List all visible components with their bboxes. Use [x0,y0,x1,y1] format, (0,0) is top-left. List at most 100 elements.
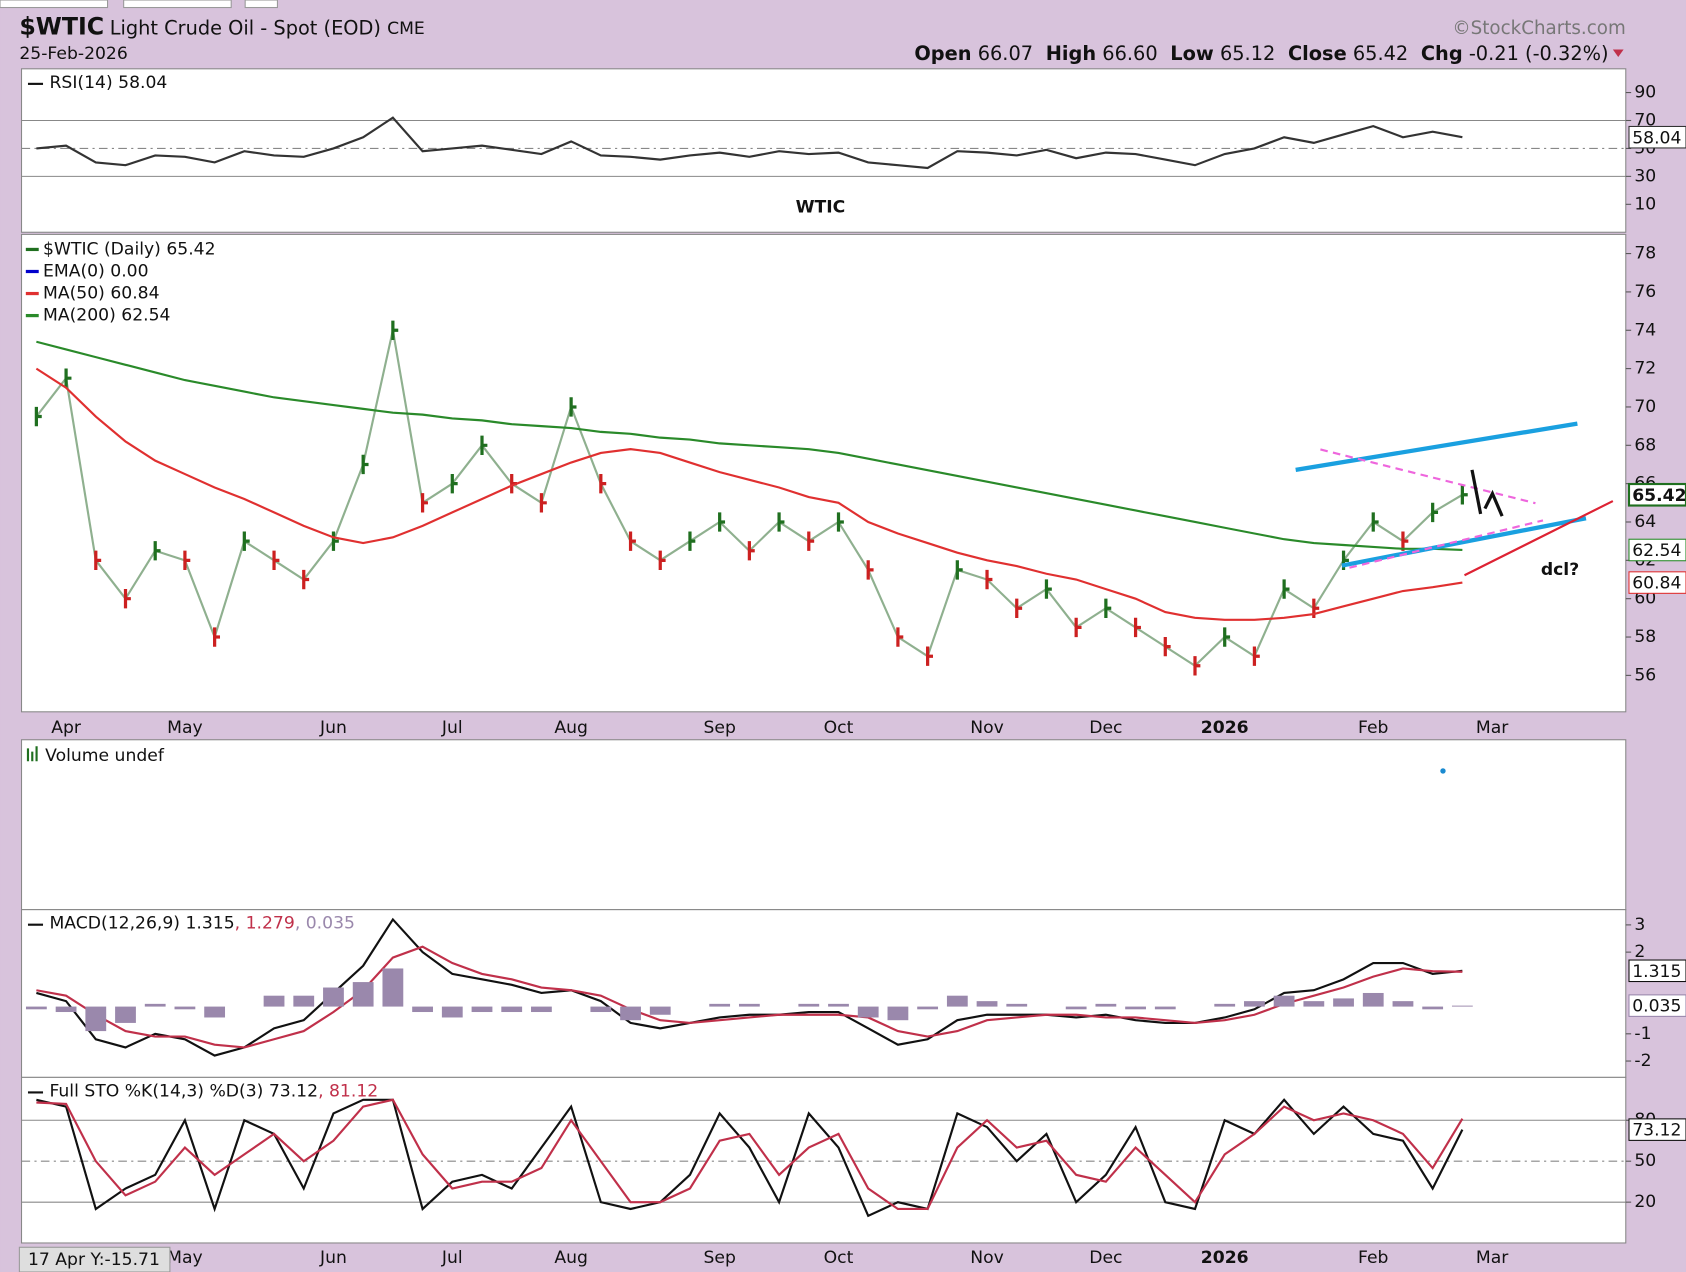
histogram-bar [738,1003,760,1007]
price-bar [539,493,547,513]
trend-line [1349,519,1544,569]
x-tick-label: Sep [703,718,735,738]
x-tick-label: Oct [824,718,854,738]
price-bar [64,368,72,388]
legend-icon [26,746,38,762]
price-bar [1133,617,1141,638]
panel [20,739,1627,911]
histogram-bar [1422,1006,1444,1010]
y-tick-label: 10 [1634,194,1656,214]
value-tag-label: 62.54 [1632,541,1681,561]
tab[interactable] [244,0,278,9]
histogram-bar [709,1003,731,1007]
quote-label: Close [1288,41,1347,64]
projection [1483,489,1504,517]
y-tick-label: 58 [1634,627,1656,647]
watermark: ©StockCharts.com [1452,18,1625,39]
y-tick-label: -1 [1634,1024,1651,1044]
histogram-bar [1273,995,1295,1007]
price-bar [777,512,785,532]
price-bar [272,550,280,571]
exchange: CME [387,19,425,39]
tab[interactable] [0,0,109,9]
cursor-box [18,1246,171,1272]
histogram-bar [917,1006,939,1010]
quote-value: -0.21 (-0.32%) [1469,41,1609,64]
price-bar [599,473,607,494]
histogram-bar [1065,1006,1087,1010]
x-tick-label: Jul [441,718,463,738]
price-bar [569,397,577,417]
symbol: $WTIC [19,12,104,40]
y-tick-label: 64 [1634,512,1656,532]
histogram-bar [1392,1001,1414,1007]
x-tick-label: 2026 [1201,1248,1249,1268]
instrument-name: Light Crude Oil - Spot (EOD) [110,17,381,40]
series-line [35,367,1463,621]
panel [20,909,1627,1078]
x-tick-label: Jun [319,1248,347,1268]
histogram-bar [382,968,404,1007]
quote-value: 66.07 [978,41,1033,64]
histogram-bar [55,1006,77,1013]
histogram-bar [174,1006,196,1010]
histogram-bar [857,1006,879,1018]
legend-entry: EMA(0) 0.00 [43,261,149,281]
legend: MACD(12,26,9) 1.315, 1.279, 0.035 [49,914,354,934]
x-tick-label: Dec [1089,1248,1122,1268]
price-bar [391,320,399,340]
y-tick-label: 70 [1634,397,1656,417]
price-bar [1104,598,1112,618]
cursor-readout: 17 Apr Y:-15.71 [28,1250,160,1270]
panel [20,68,1627,233]
histogram-bar [323,987,344,1007]
series-line [36,116,1463,170]
histogram-bar [85,1006,107,1032]
date: 25-Feb-2026 [19,44,127,64]
price-bar [807,531,815,551]
x-tick-label: Mar [1476,718,1509,738]
histogram-bar [263,995,285,1007]
histogram-bar [976,1001,998,1007]
histogram-bar [649,1006,671,1015]
quote-label: Open [914,41,971,64]
quote-label: Chg [1421,41,1463,64]
legend: RSI(14) 58.04 [49,73,167,93]
histogram-bar [1451,1005,1473,1007]
histogram-bar [1154,1006,1176,1010]
annotation: WTIC [796,198,846,218]
marker-dot [1440,768,1446,774]
panel [20,233,1627,713]
x-tick-label: 2026 [1201,718,1249,738]
y-tick-label: 3 [1634,915,1645,935]
histogram-bar [352,982,374,1007]
legend: Full STO %K(14,3) %D(3) 73.12, 81.12 [49,1081,378,1101]
x-tick-label: Feb [1358,718,1388,738]
y-tick-label: 50 [1634,1151,1656,1171]
legend-entry: $WTIC (Daily) 65.42 [43,239,216,259]
projection [1470,469,1483,515]
quote-value: 65.42 [1353,41,1408,64]
down-arrow [1612,49,1624,57]
x-tick-label: Feb [1358,1248,1388,1268]
y-tick-label: 76 [1634,282,1656,302]
price-bar [242,531,250,551]
y-tick-label: 70 [1634,110,1656,130]
trend-line [1320,448,1536,505]
x-tick-label: Oct [824,1248,854,1268]
x-tick-label: Sep [703,1248,735,1268]
price-bar [331,531,339,551]
price-bar [1282,579,1290,599]
histogram-bar [1214,1003,1236,1007]
x-tick-label: May [167,718,203,738]
x-tick-label: Mar [1476,1248,1509,1268]
tab[interactable] [123,0,232,9]
panel-title: Volume undef [45,746,165,766]
histogram-bar [471,1006,493,1013]
x-tick-label: May [167,1248,203,1268]
histogram-bar [590,1006,612,1013]
quote: Open 66.07 High 66.60 Low 65.12 Close 65… [914,41,1608,64]
legend-entry: MA(50) 60.84 [43,284,160,304]
price-bar [183,550,191,571]
